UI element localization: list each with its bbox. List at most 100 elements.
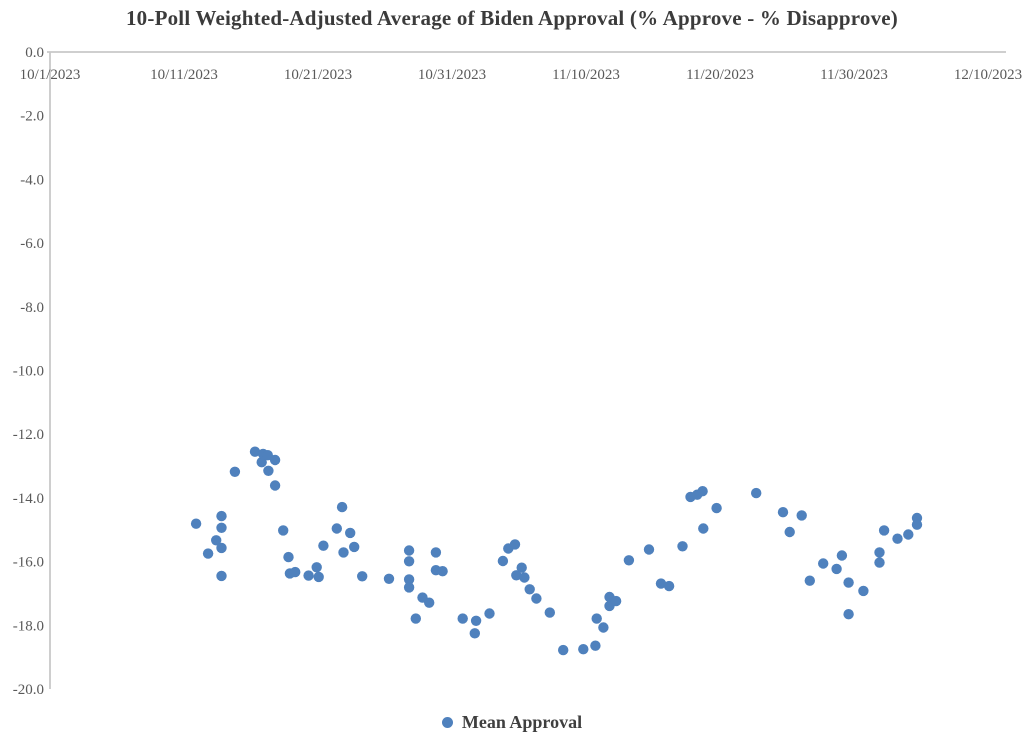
data-point — [531, 593, 542, 604]
data-point — [216, 510, 227, 522]
x-axis-tick-labels: 10/1/2023 10/11/2023 10/21/2023 10/31/2023 1… — [20, 67, 1023, 83]
data-point — [610, 595, 622, 607]
data-point — [263, 465, 274, 476]
data-point — [578, 644, 589, 655]
data-point — [524, 584, 535, 595]
data-point — [623, 555, 635, 566]
data-point — [336, 501, 348, 513]
y-tick-label: -6.0 — [20, 236, 44, 252]
data-point — [591, 613, 602, 624]
y-tick-label: -10.0 — [13, 364, 44, 380]
y-tick-label: -18.0 — [13, 618, 44, 634]
data-point — [331, 523, 342, 534]
data-point — [677, 541, 688, 552]
data-point — [410, 613, 421, 624]
data-point — [544, 607, 555, 618]
data-point — [796, 510, 807, 521]
data-point — [509, 539, 521, 550]
data-point — [903, 529, 914, 540]
x-tick-label: 10/21/2023 — [284, 67, 352, 83]
data-point — [874, 557, 885, 568]
legend: Mean Approval — [0, 712, 1024, 733]
data-point — [424, 597, 435, 608]
data-point — [804, 575, 815, 586]
y-tick-label: -2.0 — [20, 109, 44, 125]
data-point — [892, 533, 903, 544]
x-tick-label: 11/30/2023 — [820, 67, 888, 83]
data-point — [216, 522, 227, 533]
x-tick-label: 10/1/2023 — [20, 67, 81, 83]
data-point — [484, 608, 495, 619]
data-point — [357, 571, 368, 582]
legend-marker-icon — [441, 717, 453, 728]
data-point — [403, 545, 415, 556]
data-point — [269, 480, 281, 491]
y-tick-label: -12.0 — [13, 427, 44, 443]
data-point — [470, 615, 482, 626]
data-point — [878, 525, 890, 536]
data-point — [403, 556, 415, 567]
data-point — [349, 541, 360, 553]
data-point — [278, 525, 289, 536]
data-point — [511, 570, 522, 581]
data-point — [516, 562, 527, 573]
data-point — [345, 527, 356, 539]
data-point — [874, 547, 885, 558]
data-point — [430, 547, 442, 558]
data-point — [311, 562, 322, 573]
data-point — [831, 563, 842, 575]
data-point — [211, 535, 222, 546]
data-point — [697, 486, 708, 497]
data-point — [216, 570, 227, 582]
y-tick-label: -16.0 — [13, 555, 44, 571]
data-point — [190, 518, 202, 529]
data-point — [437, 566, 448, 577]
x-tick-label: 11/20/2023 — [686, 67, 754, 83]
data-point — [313, 571, 324, 583]
data-point — [318, 540, 329, 551]
data-point — [643, 544, 655, 555]
y-tick-label: -14.0 — [13, 491, 44, 507]
data-point — [229, 466, 241, 477]
data-point — [256, 457, 267, 468]
data-point — [590, 640, 601, 651]
data-point — [283, 551, 294, 563]
y-tick-label: 0.0 — [25, 45, 44, 61]
data-point — [777, 507, 789, 518]
data-point — [216, 542, 227, 554]
y-tick-label: -8.0 — [20, 300, 44, 316]
data-point — [497, 555, 509, 567]
x-tick-label: 10/31/2023 — [418, 67, 486, 83]
data-point — [843, 577, 854, 588]
data-point — [843, 609, 854, 620]
data-point — [338, 547, 349, 558]
x-tick-label: 11/10/2023 — [552, 67, 620, 83]
data-point — [519, 572, 530, 583]
data-point — [558, 644, 569, 656]
data-point — [784, 526, 795, 538]
data-point — [457, 613, 468, 624]
data-point — [655, 578, 667, 589]
data-point — [911, 519, 923, 530]
data-point — [818, 558, 829, 569]
data-point — [698, 523, 709, 534]
chart-title: 10-Poll Weighted-Adjusted Average of Bid… — [125, 6, 899, 30]
data-point — [269, 454, 281, 466]
data-point — [403, 582, 415, 593]
data-point — [303, 570, 314, 581]
data-point — [598, 622, 609, 633]
y-tick-label: -4.0 — [20, 172, 44, 188]
x-tick-label: 10/11/2023 — [150, 67, 218, 83]
y-axis-tick-labels: 0.0 -2.0 -4.0 -6.0 -8.0 -10.0 -12.0 -14.0 -16.0 -… — [13, 45, 44, 698]
data-point — [751, 487, 762, 499]
data-point — [290, 566, 301, 578]
data-point — [469, 628, 480, 639]
data-point — [383, 573, 395, 584]
data-point — [663, 580, 675, 592]
data-point — [858, 585, 869, 597]
data-point — [202, 548, 214, 559]
data-point — [403, 574, 415, 585]
x-tick-label: 12/10/2023 — [954, 67, 1022, 83]
